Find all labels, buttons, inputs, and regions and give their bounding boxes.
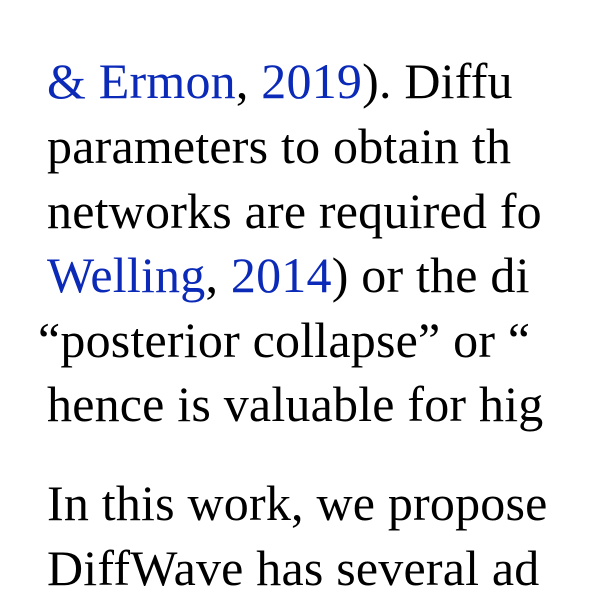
citation-year-link[interactable]: 2019 bbox=[261, 53, 363, 109]
citation-separator: , bbox=[205, 247, 231, 303]
line-text: ) or the di bbox=[331, 247, 530, 303]
line-text: ). Diffu bbox=[362, 53, 513, 109]
paragraph-1-line-4: Welling, 2014) or the di bbox=[47, 250, 530, 300]
paragraph-1-line-2: parameters to obtain th bbox=[47, 118, 512, 174]
paragraph-1-line-3: networks are required fo bbox=[47, 183, 542, 239]
paragraph-2-line-2: DiffWave has several ad bbox=[47, 540, 540, 596]
paragraph-1-line-6: hence is valuable for hig bbox=[47, 376, 544, 432]
citation-separator: , bbox=[235, 53, 262, 109]
paragraph-2-line-1: In this work, we propose bbox=[47, 475, 548, 531]
paragraph-1-line-1: & Ermon, 2019). Diffu bbox=[47, 56, 513, 106]
citation-year-link[interactable]: 2014 bbox=[230, 247, 332, 303]
citation-author-link[interactable]: & Ermon bbox=[47, 53, 236, 109]
citation-author-link[interactable]: Welling bbox=[47, 247, 206, 303]
paragraph-1-line-5: “posterior collapse” or “ bbox=[38, 312, 531, 368]
